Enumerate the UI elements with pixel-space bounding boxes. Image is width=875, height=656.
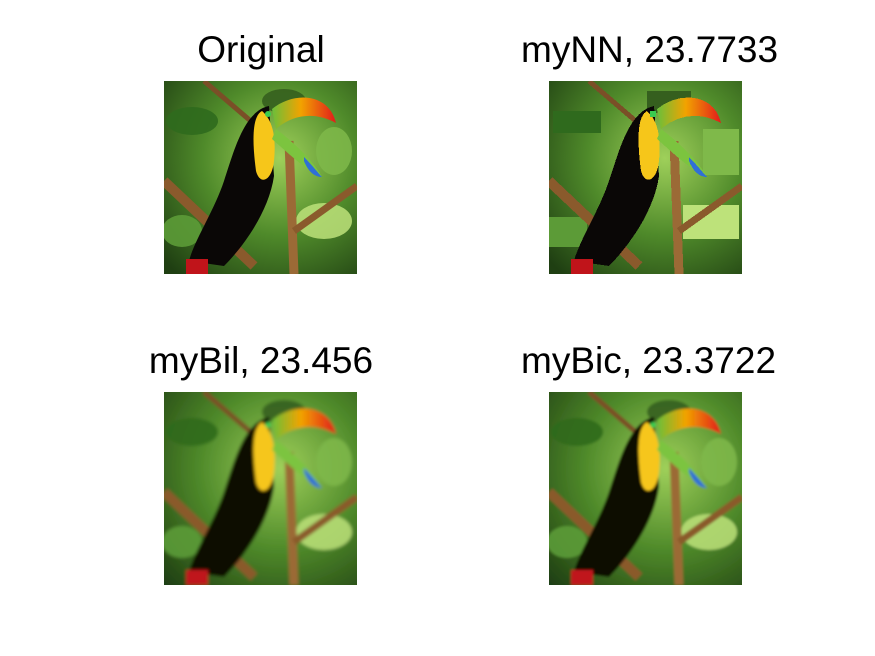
- toucan-image-mynn: [549, 81, 742, 274]
- panel-title: Original: [197, 29, 325, 70]
- toucan-image-original: [164, 81, 357, 274]
- panel-title: myBil, 23.456: [148, 340, 374, 381]
- panel-title: myNN, 23.7733: [521, 29, 779, 70]
- panel-title: myBic, 23.3722: [521, 340, 777, 381]
- toucan-image-mybic: [549, 392, 742, 585]
- toucan-image-mybil: [164, 392, 357, 585]
